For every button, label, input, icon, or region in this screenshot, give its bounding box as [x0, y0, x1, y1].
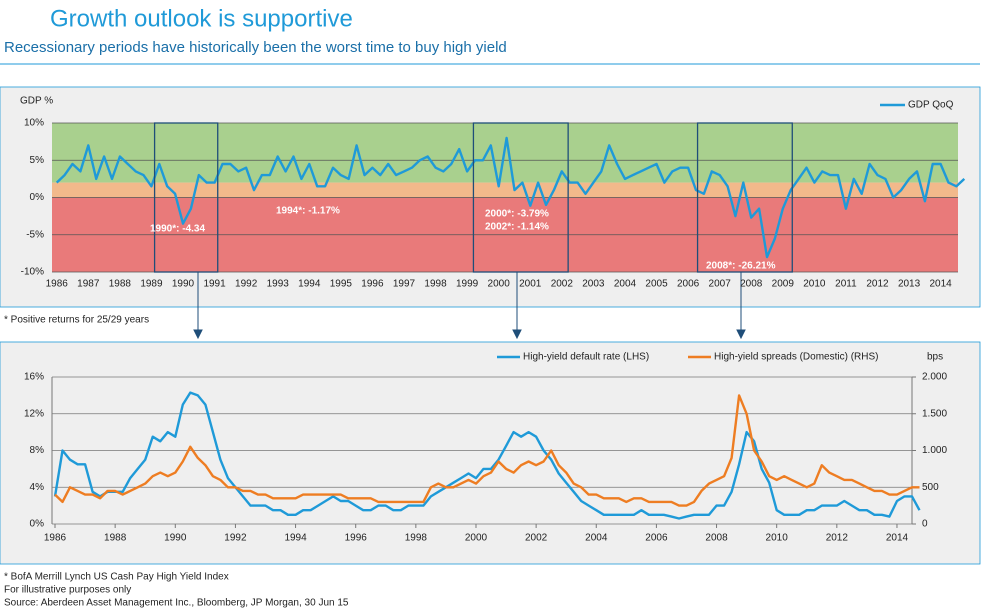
x-tick-label: 2009 [772, 279, 795, 290]
x-tick-label: 1990 [172, 279, 195, 290]
footnote: * Positive returns for 25/29 years [4, 315, 149, 326]
y-tick-label: 16% [24, 372, 44, 383]
x-tick-label: 2012 [866, 279, 889, 290]
annotation: 1990*: -4.34 [150, 224, 205, 235]
y2-tick-label: 0 [922, 519, 928, 530]
arrow-head [512, 329, 522, 340]
title: Growth outlook is supportive [50, 5, 353, 32]
subtitle: Recessionary periods have historically b… [4, 39, 507, 56]
recession-box [472, 122, 569, 273]
y-tick-label: 5% [30, 155, 45, 166]
x-tick-label: 2000 [465, 533, 488, 544]
x-tick-label: 2000 [488, 279, 511, 290]
recession-box [696, 122, 793, 273]
x-tick-label: 1998 [424, 279, 447, 290]
annotation: 2000*: -3.79% [485, 209, 549, 220]
x-tick-label: 2003 [582, 279, 605, 290]
y-tick-label: 0% [30, 192, 45, 203]
y-tick-label: 8% [30, 445, 45, 456]
x-tick-label: 1998 [405, 533, 428, 544]
x-tick-label: 2014 [886, 533, 909, 544]
x-tick-label: 1986 [46, 279, 69, 290]
footer-note: Source: Aberdeen Asset Management Inc., … [4, 598, 349, 609]
y-label: GDP % [20, 96, 53, 107]
x-tick-label: 2004 [614, 279, 637, 290]
annotation: 1994*: -1.17% [276, 206, 340, 217]
x-tick-label: 1992 [235, 279, 258, 290]
x-tick-label: 1997 [393, 279, 416, 290]
legend-label: GDP QoQ [908, 100, 954, 111]
footer-note: * BofA Merrill Lynch US Cash Pay High Yi… [4, 572, 229, 583]
legend-label: High-yield default rate (LHS) [523, 352, 649, 363]
x-tick-label: 2007 [709, 279, 732, 290]
x-tick-label: 2005 [645, 279, 668, 290]
x-tick-label: 1994 [284, 533, 307, 544]
legend-label: High-yield spreads (Domestic) (RHS) [714, 352, 878, 363]
annotation: 2002*: -1.14% [485, 222, 549, 233]
arrow-head [193, 329, 203, 340]
x-tick-label: 1989 [140, 279, 163, 290]
line-series [53, 391, 921, 520]
band [52, 182, 958, 198]
x-tick-label: 1993 [267, 279, 290, 290]
y-tick-label: -5% [26, 229, 44, 240]
y-tick-label: -10% [21, 267, 44, 278]
x-tick-label: 1988 [104, 533, 127, 544]
x-tick-label: 1991 [203, 279, 226, 290]
annotation: 2008*: -26.21% [706, 261, 776, 272]
x-tick-label: 2001 [519, 279, 542, 290]
x-tick-label: 1996 [361, 279, 384, 290]
y-tick-label: 0% [30, 519, 45, 530]
y2-tick-label: 500 [922, 482, 939, 493]
y2-tick-label: 2.000 [922, 372, 947, 383]
x-tick-label: 1995 [330, 279, 353, 290]
x-tick-label: 2008 [705, 533, 728, 544]
x-tick-label: 2002 [551, 279, 574, 290]
x-tick-label: 2012 [826, 533, 849, 544]
y2-tick-label: 1.000 [922, 445, 947, 456]
x-tick-label: 2006 [645, 533, 668, 544]
x-tick-label: 2006 [677, 279, 700, 290]
footer-note: For illustrative purposes only [4, 585, 131, 596]
x-tick-label: 2014 [930, 279, 953, 290]
x-tick-label: 1992 [224, 533, 247, 544]
y-tick-label: 10% [24, 118, 44, 129]
x-tick-label: 2010 [803, 279, 826, 290]
x-tick-label: 1988 [109, 279, 132, 290]
arrows [193, 272, 746, 340]
y2-tick-label: 1.500 [922, 408, 947, 419]
x-tick-label: 1986 [44, 533, 67, 544]
x-tick-label: 1987 [77, 279, 100, 290]
panel [0, 341, 981, 565]
y2-label: bps [927, 352, 943, 363]
x-tick-label: 1996 [345, 533, 368, 544]
x-tick-label: 2011 [835, 279, 857, 290]
arrow-head [736, 329, 746, 340]
x-tick-label: 2004 [585, 533, 608, 544]
y-tick-label: 4% [30, 482, 45, 493]
x-tick-label: 1994 [298, 279, 321, 290]
x-tick-label: 2008 [740, 279, 763, 290]
x-tick-label: 2010 [766, 533, 789, 544]
y-tick-label: 12% [24, 408, 44, 419]
x-tick-label: 2002 [525, 533, 548, 544]
recession-box [153, 122, 219, 273]
line-series [55, 136, 966, 259]
line-series [54, 394, 920, 507]
x-tick-label: 1990 [164, 533, 187, 544]
x-tick-label: 2013 [898, 279, 921, 290]
x-tick-label: 1999 [456, 279, 479, 290]
